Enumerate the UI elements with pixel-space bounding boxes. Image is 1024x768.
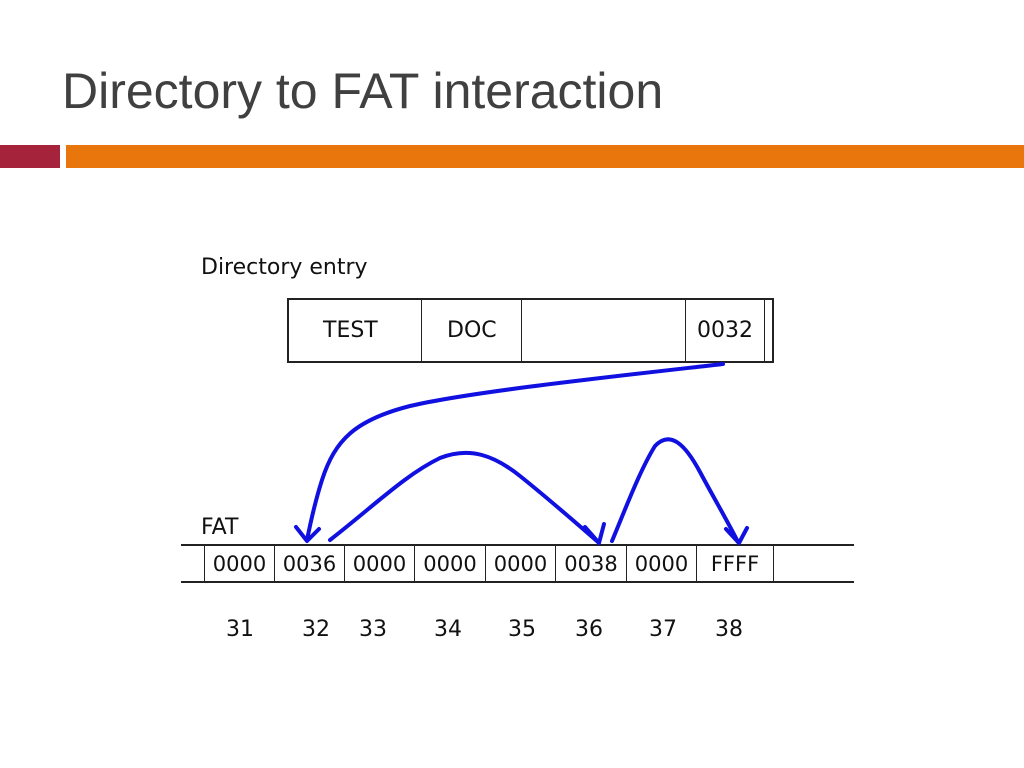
arrowhead-at-36: [583, 522, 606, 545]
entry-first-cluster-field: 0032: [686, 300, 765, 361]
cluster-number-32: 32: [302, 617, 330, 642]
fat-cell-38: FFFF: [696, 546, 774, 581]
cluster-number-34: 34: [434, 617, 462, 642]
cluster-number-37: 37: [649, 617, 677, 642]
fat-cell-37: 0000: [626, 546, 696, 581]
fat-bottom-line: [181, 581, 854, 583]
arrow-32-to-36: [328, 450, 600, 544]
title-underline-bar: [66, 145, 1024, 168]
arrow-36-to-38: [610, 437, 740, 544]
fat-label: FAT: [201, 515, 239, 540]
cluster-number-33: 33: [359, 617, 387, 642]
cluster-number-38: 38: [715, 617, 743, 642]
cluster-number-31: 31: [226, 617, 254, 642]
fat-cell-36: 0038: [555, 546, 626, 581]
entry-extension-field: DOC: [422, 300, 522, 361]
fat-cell-34: 0000: [414, 546, 485, 581]
fat-cell-31: 0000: [204, 546, 274, 581]
arrowhead-at-38: [724, 526, 749, 545]
arrow-entry-to-32: [305, 362, 725, 542]
entry-blank-field: [522, 300, 686, 361]
title-accent-bar: [0, 145, 60, 168]
fat-cell-33: 0000: [344, 546, 414, 581]
entry-end-field: [765, 300, 774, 361]
entry-name-field: TEST: [289, 300, 422, 361]
slide-title: Directory to FAT interaction: [62, 63, 664, 119]
arrowhead-at-32: [294, 525, 321, 543]
fat-cell-35: 0000: [485, 546, 555, 581]
directory-entry-label: Directory entry: [201, 255, 368, 280]
cluster-number-36: 36: [575, 617, 603, 642]
directory-entry-record: TEST DOC 0032: [287, 298, 774, 363]
cluster-number-35: 35: [508, 617, 536, 642]
fat-top-line: [181, 544, 854, 546]
fat-cell-32: 0036: [274, 546, 344, 581]
